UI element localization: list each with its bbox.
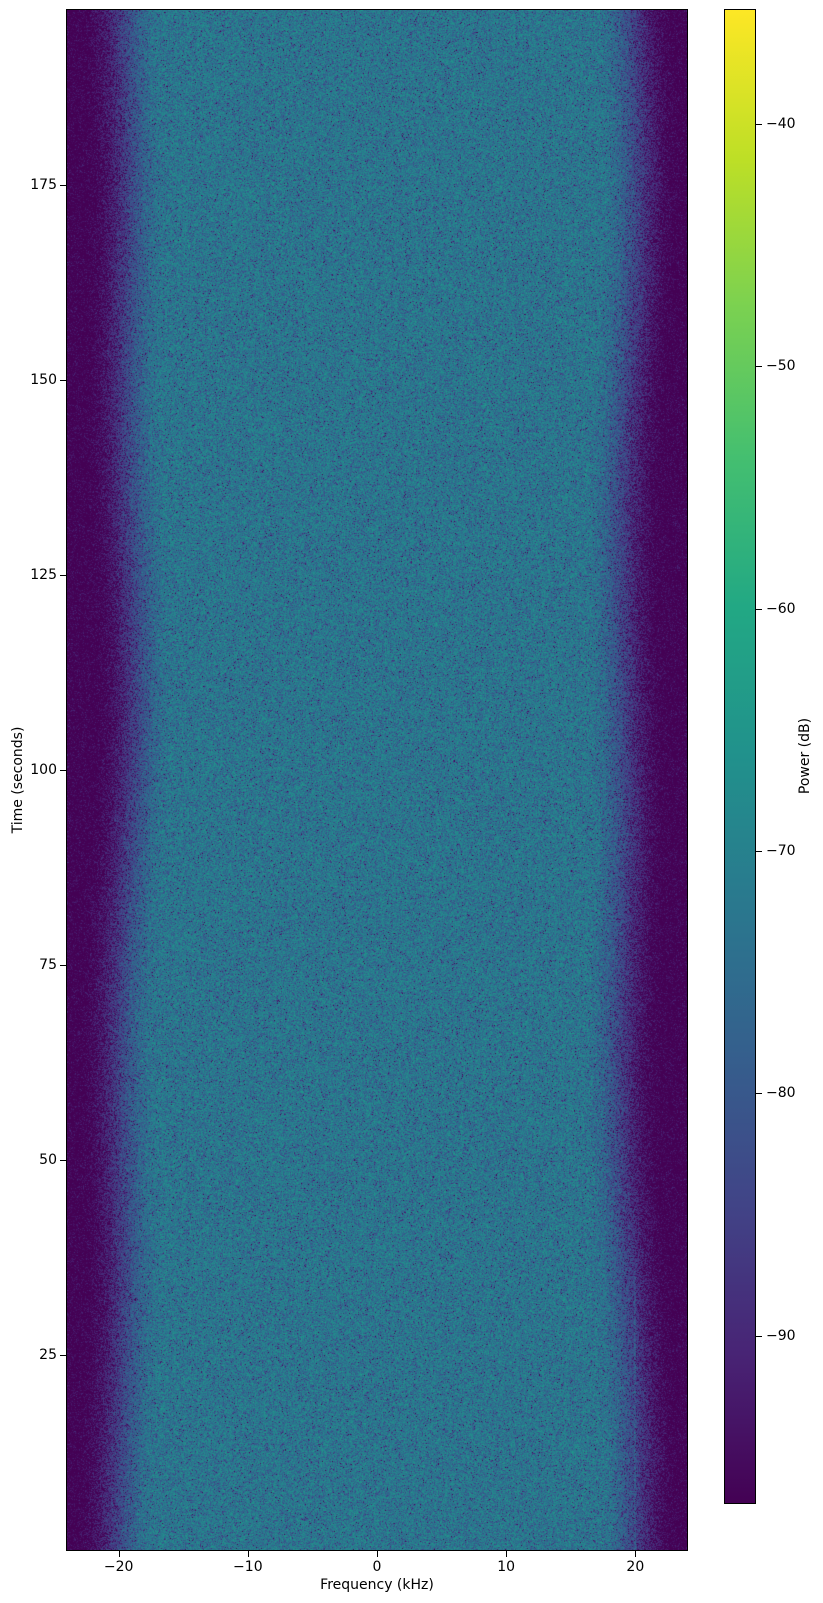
colorbar-tick-mark: [756, 608, 762, 610]
y-tick-label: 75: [39, 957, 57, 974]
spectrogram-canvas: [67, 10, 687, 1550]
y-tick-label: 50: [39, 1152, 57, 1169]
colorbar-tick-mark: [756, 366, 762, 368]
y-tick-mark: [60, 185, 66, 187]
colorbar-tick-mark: [756, 1093, 762, 1095]
y-axis-label: Time (seconds): [10, 726, 26, 834]
y-tick-label: 150: [30, 372, 57, 389]
colorbar-tick-label: −80: [766, 1085, 796, 1102]
y-tick-label: 125: [30, 567, 57, 584]
x-tick-label: 20: [626, 1559, 645, 1575]
y-tick-mark: [60, 770, 66, 772]
colorbar-gradient: [725, 10, 755, 1503]
colorbar-tick-label: −40: [766, 115, 796, 132]
colorbar-tick-mark: [756, 1335, 762, 1337]
x-tick-mark: [635, 1551, 637, 1557]
colorbar-tick-label: −50: [766, 358, 796, 375]
x-tick-label: 10: [497, 1559, 516, 1575]
x-tick-mark: [247, 1551, 249, 1557]
x-tick-mark: [506, 1551, 508, 1557]
colorbar-tick-mark: [756, 123, 762, 125]
colorbar-label: Power (dB): [797, 717, 813, 795]
y-tick-mark: [60, 1160, 66, 1162]
x-axis-label: Frequency (kHz): [320, 1577, 434, 1593]
y-tick-label: 175: [30, 177, 57, 194]
x-tick-label: −10: [233, 1559, 263, 1575]
colorbar-tick-label: −70: [766, 843, 796, 860]
y-tick-label: 25: [39, 1347, 57, 1364]
x-tick-mark: [377, 1551, 378, 1557]
colorbar-tick-label: −60: [766, 600, 796, 617]
y-tick-label: 100: [30, 762, 57, 779]
x-tick-label: 0: [372, 1559, 382, 1575]
y-tick-mark: [60, 965, 66, 967]
x-tick-mark: [118, 1551, 120, 1557]
x-tick-label: −20: [103, 1559, 134, 1575]
y-tick-mark: [60, 380, 66, 382]
colorbar: [724, 9, 756, 1504]
colorbar-tick-label: −90: [766, 1327, 796, 1344]
y-tick-mark: [60, 1355, 66, 1357]
y-tick-mark: [60, 575, 66, 577]
colorbar-tick-mark: [756, 851, 762, 853]
spectrogram-plot-area: [66, 9, 688, 1551]
